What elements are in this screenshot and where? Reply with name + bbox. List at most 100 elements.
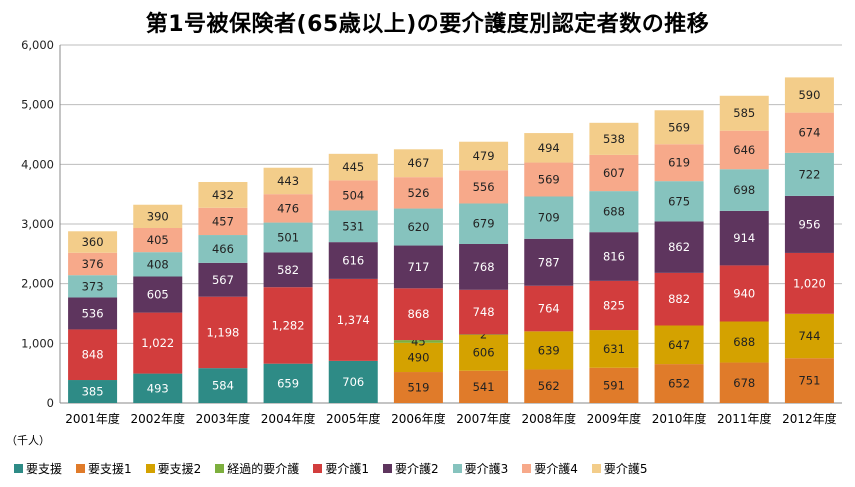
data-label: 675	[668, 194, 690, 208]
data-label: 787	[538, 255, 560, 269]
bar-segment	[263, 287, 313, 364]
legend-swatch	[313, 464, 323, 473]
chart-title: 第1号被保険者(65歳以上)の要介護度別認定者数の推移	[145, 12, 710, 37]
data-label: 709	[538, 211, 560, 225]
data-label: 722	[798, 167, 820, 181]
legend-item: 要介護2	[382, 460, 439, 477]
bar-segment	[524, 285, 574, 332]
bar-segment	[654, 221, 704, 273]
data-label: 764	[538, 302, 560, 316]
data-label: 862	[668, 240, 690, 254]
data-label: 376	[82, 257, 104, 271]
bar-segment	[654, 325, 704, 365]
bar-segment	[263, 194, 313, 223]
bar-segment	[133, 276, 183, 313]
data-label: 390	[147, 209, 169, 223]
bar-segment	[524, 331, 574, 370]
bar-segment	[68, 231, 118, 253]
data-label: 585	[733, 106, 755, 120]
bar-segment	[263, 252, 313, 288]
bar-segment	[133, 227, 183, 253]
bar-segment	[263, 167, 313, 195]
x-tick-label: 2011年度	[717, 411, 772, 426]
data-label: 584	[212, 379, 234, 393]
bar-segment	[784, 112, 834, 153]
y-tick-label: 3,000	[21, 217, 54, 231]
data-label: 688	[603, 205, 625, 219]
data-label: 816	[603, 250, 625, 264]
chart-legend: 要支援 要支援1 要支援2 経過的要介護 要介護1 要介護2 要介護3 要介護4 要介護5	[14, 460, 648, 477]
legend-swatch	[452, 464, 462, 473]
data-label: 457	[212, 214, 234, 228]
x-tick-label: 2002年度	[130, 411, 185, 426]
data-label: 1,198	[206, 325, 239, 339]
data-label: 466	[212, 242, 234, 256]
bar-segment	[784, 313, 834, 359]
data-label: 652	[668, 377, 690, 391]
data-label: 688	[733, 335, 755, 349]
data-label: 607	[603, 166, 625, 180]
y-tick-label: 0	[47, 396, 54, 410]
bar-segment	[719, 95, 769, 131]
data-label: 538	[603, 132, 625, 146]
data-label: 476	[277, 201, 299, 215]
data-label: 504	[342, 188, 364, 202]
data-label: 493	[147, 381, 169, 395]
data-label: 569	[668, 120, 690, 134]
bar-segment	[328, 278, 378, 361]
bar-segment	[393, 149, 443, 178]
data-label: 591	[603, 378, 625, 392]
bar-segment	[589, 280, 639, 331]
data-label: 432	[212, 188, 234, 202]
legend-item: 要支援2	[145, 460, 201, 477]
bar-segment	[589, 367, 639, 403]
data-label: 556	[473, 180, 495, 194]
x-tick-label: 2007年度	[456, 411, 511, 426]
bar-segment	[524, 133, 574, 163]
legend-item: 要介護4	[522, 460, 578, 477]
bar-segment	[328, 360, 378, 403]
data-label: 590	[798, 88, 820, 102]
data-label: 2	[480, 328, 487, 342]
data-label: 501	[277, 231, 299, 245]
data-label: 631	[603, 342, 625, 356]
bar-segment	[133, 373, 183, 403]
data-label: 519	[407, 381, 429, 395]
x-tick-label: 2010年度	[652, 411, 707, 426]
data-label: 1,020	[793, 276, 826, 290]
bar-segment	[393, 288, 443, 341]
x-tick-label: 2009年度	[587, 411, 642, 426]
data-label: 659	[277, 376, 299, 390]
legend-label: 要介護5	[603, 462, 648, 476]
bar-segment	[654, 110, 704, 145]
data-label: 385	[82, 385, 104, 399]
data-label: 698	[733, 183, 755, 197]
data-label: 674	[798, 126, 820, 140]
unit-label: （千人）	[6, 434, 50, 447]
data-label: 751	[798, 374, 820, 388]
data-label: 605	[147, 288, 169, 302]
legend-swatch	[382, 464, 392, 473]
bar-segment	[654, 144, 704, 182]
bar-segment	[654, 272, 704, 326]
y-tick-label: 4,000	[21, 157, 54, 171]
legend-item: 要介護1	[313, 460, 369, 477]
bar-segment	[589, 154, 639, 192]
bar-segment	[459, 370, 509, 403]
bar-segment	[198, 262, 248, 297]
bar-segment	[784, 152, 834, 196]
bar-segment	[133, 252, 183, 277]
data-label: 569	[538, 173, 560, 187]
data-label: 443	[277, 174, 299, 188]
x-tick-label: 2003年度	[196, 411, 251, 426]
bar-segment	[459, 170, 509, 204]
bar-segment	[459, 334, 509, 371]
bar-segment	[198, 181, 248, 208]
legend-item: 経過的要介護	[215, 460, 299, 477]
data-label: 679	[473, 217, 495, 231]
bar-segment	[524, 369, 574, 403]
bar-segment	[328, 210, 378, 243]
legend-item: 要支援	[14, 460, 62, 477]
bar-segment	[589, 232, 639, 281]
